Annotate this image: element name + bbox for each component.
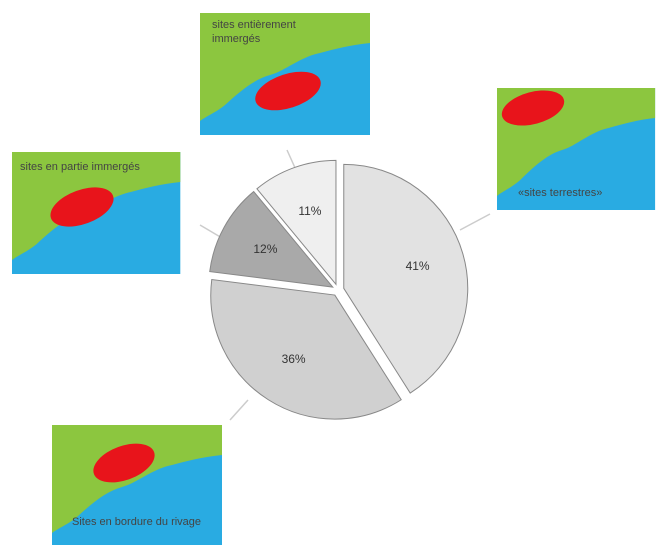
slice-label: 36% (282, 352, 306, 366)
callout-image (497, 88, 656, 210)
callout-image (52, 425, 222, 545)
callout-image (12, 152, 181, 274)
callout-label: Sites en bordure du rivage (72, 516, 202, 528)
leader-lines (199, 149, 491, 421)
pie-slice (256, 159, 337, 286)
leader-line (286, 149, 297, 171)
leader-line (459, 213, 491, 231)
callout-label: sites en partie immergés (20, 161, 140, 173)
slice-label: 11% (298, 204, 321, 218)
callout-label: sites entièrement immergés (212, 19, 296, 45)
pie-slice (343, 163, 469, 394)
callout-label: «sites terrestres» (518, 187, 603, 199)
pie-slice (210, 278, 402, 420)
slice-label: 41% (406, 259, 430, 273)
leader-line (229, 399, 249, 421)
slice-label: 12% (253, 242, 277, 256)
callout-image (200, 13, 370, 135)
leader-line (199, 224, 223, 239)
pie-slice (209, 190, 334, 288)
